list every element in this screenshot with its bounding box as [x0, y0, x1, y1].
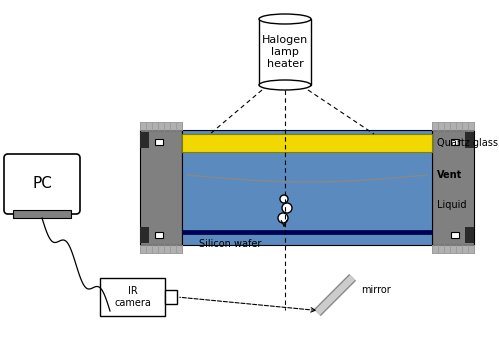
Bar — [13, 210, 71, 218]
Bar — [155, 232, 163, 238]
Bar — [182, 130, 432, 245]
Circle shape — [278, 213, 288, 223]
Circle shape — [282, 203, 292, 213]
Bar — [140, 132, 149, 148]
Text: mirror: mirror — [361, 285, 390, 295]
FancyBboxPatch shape — [4, 154, 80, 214]
Bar — [451, 232, 459, 238]
Text: Quartz glass: Quartz glass — [437, 138, 498, 148]
Circle shape — [280, 195, 288, 203]
Ellipse shape — [259, 80, 311, 90]
Bar — [140, 245, 182, 253]
Bar — [465, 132, 474, 148]
Ellipse shape — [259, 14, 311, 24]
Bar — [155, 139, 163, 145]
Bar — [140, 122, 182, 130]
Text: IR
camera: IR camera — [114, 286, 151, 308]
Text: Liquid: Liquid — [437, 200, 467, 210]
Bar — [432, 245, 474, 253]
Bar — [432, 130, 474, 245]
Bar — [432, 122, 474, 130]
Bar — [165, 290, 177, 304]
Bar — [140, 227, 149, 243]
Bar — [182, 230, 432, 234]
Text: PC: PC — [32, 177, 52, 192]
Bar — [182, 134, 432, 152]
Text: Silicon wafer: Silicon wafer — [199, 239, 261, 249]
Bar — [100, 278, 165, 316]
Text: Halogen
lamp
heater: Halogen lamp heater — [262, 35, 308, 69]
Text: Vent: Vent — [437, 170, 462, 180]
Bar — [465, 227, 474, 243]
Bar — [259, 19, 311, 85]
Bar — [140, 130, 182, 245]
Bar — [451, 139, 459, 145]
